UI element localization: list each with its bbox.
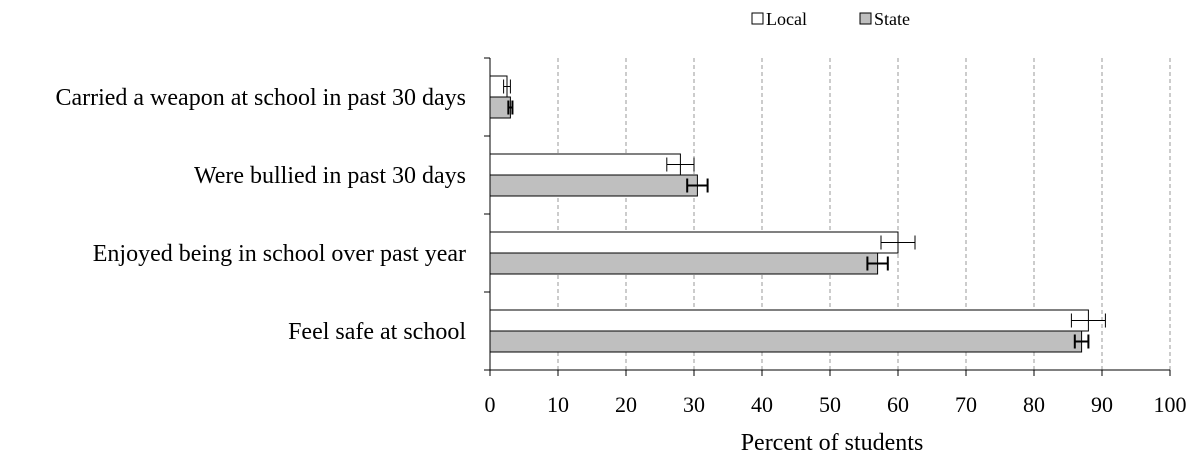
bar-state [489, 330, 1083, 353]
bar-local [489, 309, 1089, 332]
x-axis-title: Percent of students [741, 430, 924, 456]
x-tick-label: 80 [1023, 392, 1045, 417]
bar-state [489, 252, 879, 275]
x-tick-label: 70 [955, 392, 977, 417]
category-label: Enjoyed being in school over past year [93, 241, 466, 267]
legend-swatch-local [751, 12, 764, 25]
x-tick-label: 10 [547, 392, 569, 417]
legend-swatch-state [859, 12, 872, 25]
bar-local [489, 153, 681, 176]
x-tick-label: 20 [615, 392, 637, 417]
bars [489, 75, 1089, 353]
gridlines [557, 58, 1171, 370]
x-tick-label: 0 [485, 392, 496, 417]
x-tick-label: 30 [683, 392, 705, 417]
x-tick-label: 60 [887, 392, 909, 417]
tick-labels: 0 10 20 30 40 50 60 70 80 90 100 [485, 392, 1187, 417]
x-tick-label: 40 [751, 392, 773, 417]
legend: Local State [751, 9, 910, 29]
category-labels: Carried a weapon at school in past 30 da… [55, 85, 466, 345]
category-label: Feel safe at school [288, 319, 466, 345]
bar-state [489, 174, 698, 197]
bar-local [489, 231, 899, 254]
error-bars [503, 79, 1106, 349]
x-tick-label: 100 [1154, 392, 1187, 417]
bar-state [489, 96, 511, 119]
axes [484, 57, 1171, 376]
legend-label-local: Local [766, 9, 807, 29]
category-label: Were bullied in past 30 days [194, 163, 466, 189]
x-tick-label: 90 [1091, 392, 1113, 417]
legend-label-state: State [874, 9, 910, 29]
category-label: Carried a weapon at school in past 30 da… [55, 85, 466, 111]
x-tick-label: 50 [819, 392, 841, 417]
